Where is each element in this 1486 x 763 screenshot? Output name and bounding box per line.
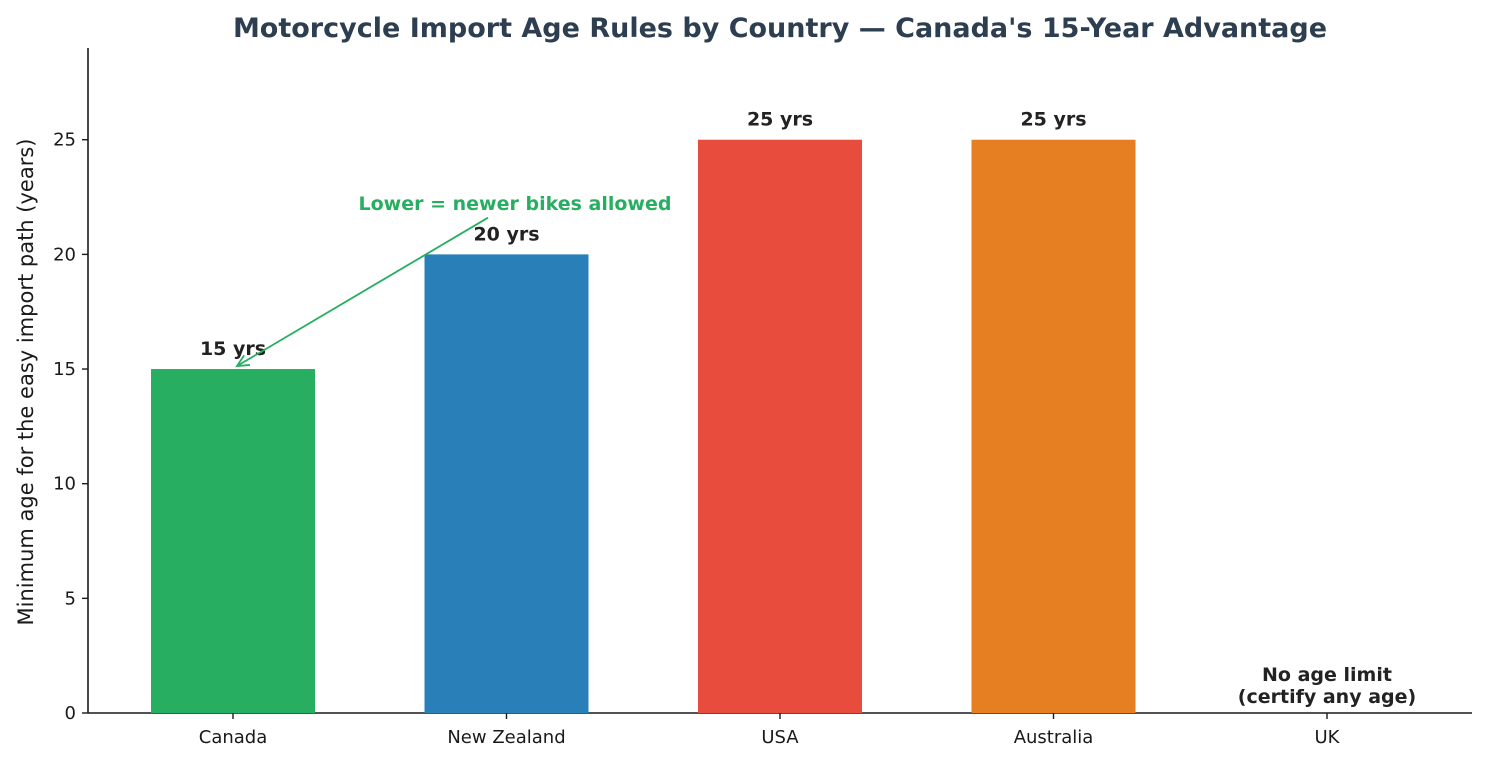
data-label: 20 yrs bbox=[473, 223, 539, 245]
data-label: 25 yrs bbox=[1020, 109, 1086, 131]
y-tick-label: 0 bbox=[65, 703, 76, 724]
y-tick-label: 5 bbox=[65, 588, 76, 609]
x-tick-label: UK bbox=[1315, 727, 1341, 748]
bar-australia bbox=[971, 139, 1136, 714]
y-tick-label: 15 bbox=[53, 359, 76, 380]
plot-area: 0 5 10 15 20 25 Canada 15 yrs New Zealand 20 yrs U… bbox=[53, 48, 1472, 748]
y-axis-label: Minimum age for the easy import path (ye… bbox=[14, 139, 38, 626]
annotation-arrow-line bbox=[236, 216, 489, 367]
annotation-text: Lower = newer bikes allowed bbox=[359, 193, 672, 215]
x-tick-label: USA bbox=[761, 727, 799, 748]
y-tick-label: 25 bbox=[53, 130, 76, 151]
x-tick-label: Australia bbox=[1014, 727, 1094, 748]
data-label: 15 yrs bbox=[200, 338, 266, 360]
x-tick-label: New Zealand bbox=[447, 727, 565, 748]
y-tick-label: 10 bbox=[53, 474, 76, 495]
chart-title: Motorcycle Import Age Rules by Country —… bbox=[233, 13, 1327, 44]
annotation-arrowhead bbox=[235, 354, 251, 368]
data-label: (certify any age) bbox=[1238, 686, 1416, 708]
data-label: No age limit bbox=[1262, 664, 1392, 686]
y-tick-label: 20 bbox=[53, 244, 76, 265]
bar-canada bbox=[151, 369, 315, 713]
data-label: 25 yrs bbox=[747, 109, 813, 131]
bar-new-zealand bbox=[424, 254, 589, 713]
bar-usa bbox=[698, 139, 862, 714]
x-tick-label: Canada bbox=[199, 727, 268, 748]
